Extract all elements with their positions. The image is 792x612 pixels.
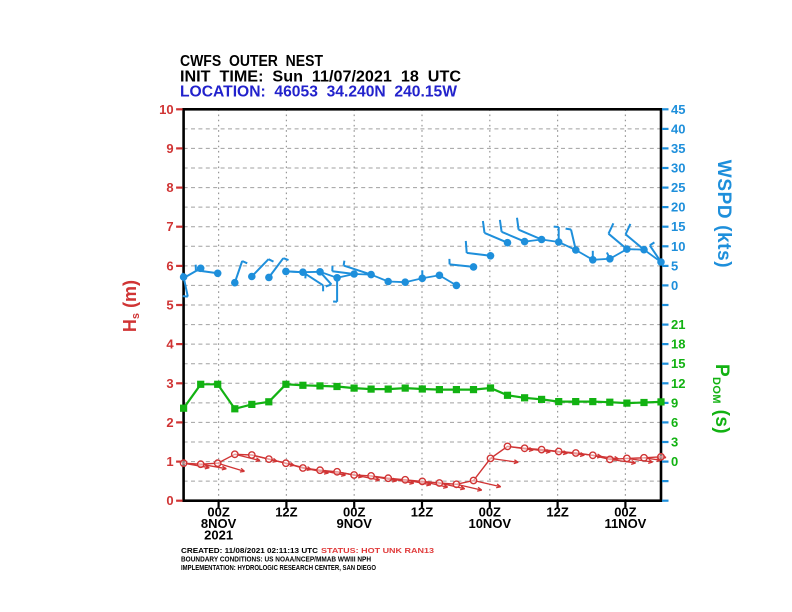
svg-text:5: 5 <box>671 258 678 273</box>
svg-text:20: 20 <box>671 200 685 215</box>
svg-text:10: 10 <box>159 102 173 117</box>
svg-text:00Z: 00Z <box>207 505 229 520</box>
svg-text:40: 40 <box>671 121 685 136</box>
svg-text:CWFS OUTER NEST: CWFS OUTER NEST <box>180 53 323 70</box>
svg-text:12Z: 12Z <box>275 505 297 520</box>
svg-text:STATUS: HOT UNK RAN13: STATUS: HOT UNK RAN13 <box>321 546 434 555</box>
svg-text:2: 2 <box>166 415 173 430</box>
svg-text:30: 30 <box>671 161 685 176</box>
svg-text:15: 15 <box>671 219 685 234</box>
svg-text:10: 10 <box>671 239 685 254</box>
svg-text:Hs (m): Hs (m) <box>120 280 142 332</box>
svg-text:IMPLEMENTATION: HYDROLOGIC RES: IMPLEMENTATION: HYDROLOGIC RESEARCH CENT… <box>181 563 376 572</box>
svg-text:3: 3 <box>166 376 173 391</box>
svg-text:9: 9 <box>671 395 678 410</box>
svg-text:0: 0 <box>671 278 678 293</box>
svg-text:8NOV: 8NOV <box>201 516 237 531</box>
svg-text:35: 35 <box>671 141 685 156</box>
svg-text:9NOV: 9NOV <box>336 516 372 531</box>
svg-text:8: 8 <box>166 180 173 195</box>
svg-text:10NOV: 10NOV <box>468 516 511 531</box>
svg-text:LOCATION: 46053 34.240N 240: LOCATION: 46053 34.240N 240.15W <box>180 84 457 101</box>
svg-text:INIT TIME: Sun 11/07/2021: INIT TIME: Sun 11/07/2021 18 UTC <box>180 69 461 86</box>
svg-text:45: 45 <box>671 102 685 117</box>
svg-text:00Z: 00Z <box>479 505 501 520</box>
svg-text:4: 4 <box>166 337 174 352</box>
svg-text:9: 9 <box>166 141 173 156</box>
svg-text:15: 15 <box>671 356 685 371</box>
svg-text:7: 7 <box>166 219 173 234</box>
svg-text:25: 25 <box>671 180 685 195</box>
svg-text:1: 1 <box>166 454 173 469</box>
svg-text:6: 6 <box>671 415 678 430</box>
svg-text:12: 12 <box>671 376 685 391</box>
svg-text:6: 6 <box>166 258 173 273</box>
svg-text:12Z: 12Z <box>546 505 568 520</box>
svg-text:18: 18 <box>671 337 685 352</box>
svg-text:2021: 2021 <box>204 528 233 543</box>
svg-text:11NOV: 11NOV <box>604 516 646 531</box>
svg-text:00Z: 00Z <box>343 505 365 520</box>
svg-text:21: 21 <box>671 317 685 332</box>
svg-text:12Z: 12Z <box>411 505 433 520</box>
svg-text:WSPD (kts): WSPD (kts) <box>713 160 734 268</box>
svg-text:BOUNDARY CONDITIONS: US NOAA/N: BOUNDARY CONDITIONS: US NOAA/NCEP/MMAB W… <box>181 555 371 564</box>
svg-text:0: 0 <box>166 493 173 508</box>
svg-text:0: 0 <box>671 454 678 469</box>
svg-text:5: 5 <box>166 298 173 313</box>
svg-text:00Z: 00Z <box>614 505 636 520</box>
svg-text:CREATED: 11/08/2021 02:11:13 U: CREATED: 11/08/2021 02:11:13 UTC <box>181 546 319 555</box>
svg-text:3: 3 <box>671 435 678 450</box>
